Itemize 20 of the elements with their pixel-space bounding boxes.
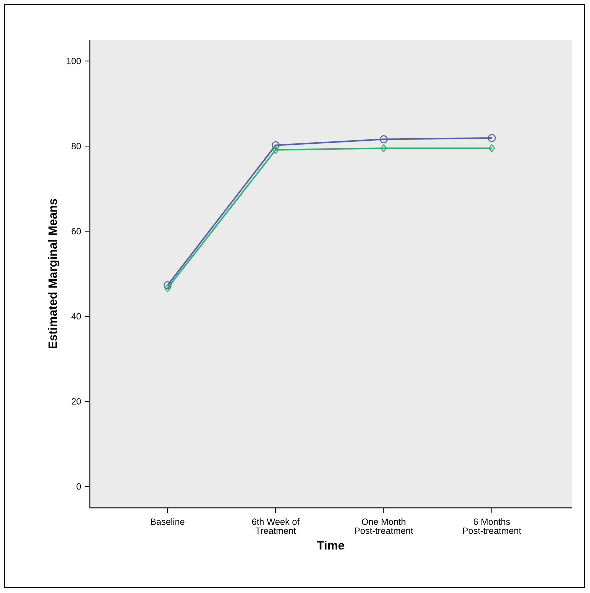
- point: [380, 144, 388, 152]
- y-tick-label: 60: [72, 228, 82, 235]
- y-tick-label: 40: [72, 313, 82, 320]
- point: [164, 284, 171, 292]
- y-tick-label: 100: [67, 58, 82, 64]
- y-tick-label: 0: [76, 484, 82, 490]
- y-axis-title: Estimated Marginal Means: [48, 199, 60, 349]
- y-tick-label: 80: [72, 143, 82, 150]
- point: [488, 144, 496, 152]
- x-axis-title: Time: [317, 541, 344, 550]
- point: [380, 136, 388, 144]
- point: [164, 281, 172, 290]
- point: [272, 142, 280, 150]
- point: [272, 146, 280, 154]
- x-tick-label: Baseline: [151, 518, 185, 526]
- x-tick-label: One Month Post-treatment: [355, 518, 414, 534]
- y-tick-label: 20: [72, 398, 82, 405]
- x-tick-label: 6 Months Post-treatment: [463, 518, 522, 534]
- point: [488, 134, 496, 142]
- x-tick-label: 6th Week of Treatment: [252, 518, 300, 534]
